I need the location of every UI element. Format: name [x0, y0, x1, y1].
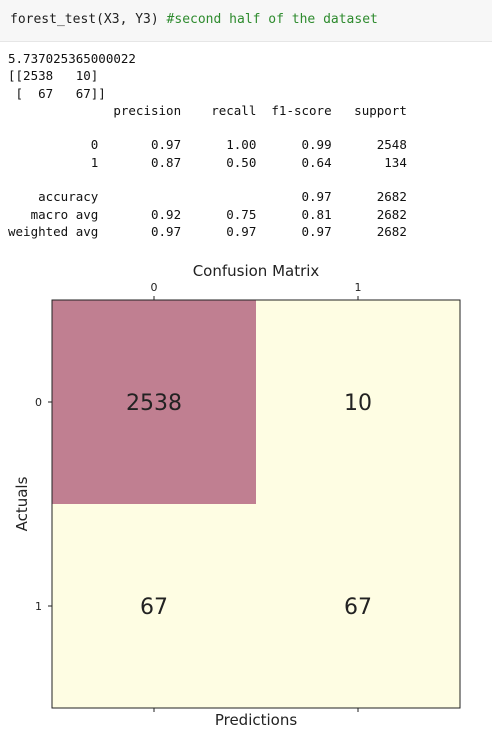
cell-output: 5.737025365000022 [[2538 10] [ 67 67]] p… — [8, 50, 407, 240]
plot-frame — [51, 299, 461, 709]
output-line: 1 0.87 0.50 0.64 134 — [8, 154, 407, 170]
x-tick-label: 1 — [355, 281, 362, 294]
output-line: 0 0.97 1.00 0.99 2548 — [8, 137, 407, 153]
code-cell-input[interactable]: forest_test(X3, Y3) #second half of the … — [0, 0, 492, 42]
x-axis-label: Predictions — [215, 711, 298, 729]
cell-value-label: 10 — [344, 391, 372, 416]
matrix-cell — [256, 504, 460, 708]
cell-value-label: 2538 — [126, 391, 182, 416]
y-tick-label: 1 — [35, 600, 42, 613]
matrix-cells: 2538 10 67 67 — [52, 300, 460, 708]
output-line: [[2538 10] — [8, 68, 99, 84]
y-axis-label: Actuals — [13, 476, 31, 531]
output-line: accuracy 0.97 2682 — [8, 189, 407, 205]
output-line: precision recall f1-score support — [8, 102, 407, 118]
code-call: forest_test(X3, Y3) — [10, 12, 167, 27]
x-tick-label: 0 — [151, 281, 158, 294]
output-line: weighted avg 0.97 0.97 0.97 2682 — [8, 223, 407, 239]
code-comment: #second half of the dataset — [166, 12, 378, 27]
chart-title: Confusion Matrix — [193, 262, 320, 280]
y-tick-label: 0 — [35, 396, 42, 409]
code-line: forest_test(X3, Y3) #second half of the … — [10, 12, 378, 27]
cell-value-label: 67 — [344, 595, 372, 620]
matrix-cell — [52, 504, 256, 708]
matrix-cell — [52, 300, 256, 504]
cell-value-label: 67 — [140, 595, 168, 620]
output-line: 5.737025365000022 — [8, 51, 136, 66]
output-line: macro avg 0.92 0.75 0.81 2682 — [8, 206, 407, 222]
axis-ticks: 0 1 0 1 — [35, 281, 362, 712]
matrix-cell — [256, 300, 460, 504]
output-line: [ 67 67]] — [8, 85, 106, 101]
